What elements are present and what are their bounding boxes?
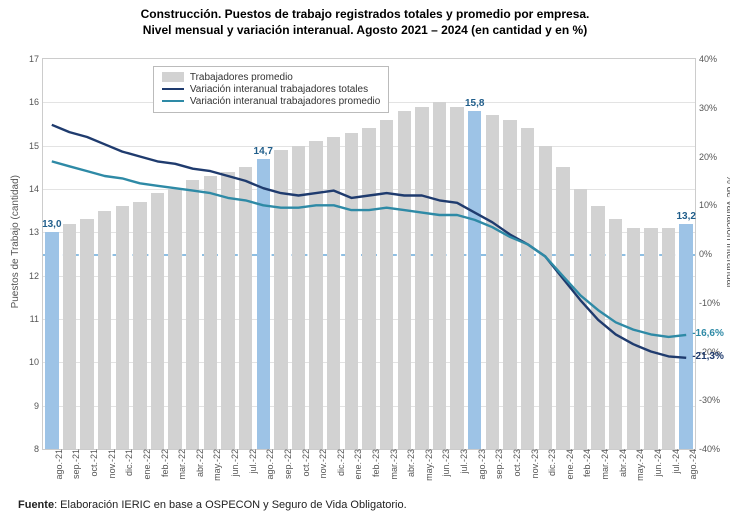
x-tick: dic.-21 — [122, 449, 134, 476]
line-total — [52, 125, 686, 358]
y-left-tick: 15 — [17, 141, 43, 151]
x-tick: ene.-24 — [563, 449, 575, 480]
plot-area: 891011121314151617-40%-30%-20%-10%0%10%2… — [42, 58, 696, 450]
x-tick: ago.-22 — [263, 449, 275, 480]
line-layer — [43, 59, 695, 449]
x-tick: abr.-23 — [404, 449, 416, 477]
x-tick: dic.-23 — [545, 449, 557, 476]
x-tick: sep.-22 — [281, 449, 293, 479]
x-tick: ene.-23 — [351, 449, 363, 480]
y-right-tick: 30% — [695, 103, 729, 113]
bar-callout: 13,2 — [676, 211, 695, 222]
x-tick: feb.-22 — [158, 449, 170, 477]
x-tick: jul.-24 — [669, 449, 681, 474]
y-axis-right-title: % de variación interanual — [724, 175, 730, 287]
x-tick: may.-22 — [210, 449, 222, 481]
x-tick: nov.-23 — [528, 449, 540, 478]
y-right-tick: -40% — [695, 444, 729, 454]
x-tick: mar.-24 — [598, 449, 610, 480]
legend-item: Trabajadores promedio — [162, 72, 380, 83]
x-tick: sep.-21 — [69, 449, 81, 479]
y-left-tick: 11 — [17, 314, 43, 324]
x-tick: ago.-23 — [475, 449, 487, 480]
x-tick: ago.-21 — [52, 449, 64, 480]
y-right-tick: 20% — [695, 152, 729, 162]
x-tick: ago.-24 — [686, 449, 698, 480]
x-tick: may.-24 — [633, 449, 645, 481]
x-tick: abr.-22 — [193, 449, 205, 477]
source-line: Fuente: Elaboración IERIC en base a OSPE… — [18, 499, 407, 511]
x-tick: abr.-24 — [616, 449, 628, 477]
y-right-tick: -30% — [695, 395, 729, 405]
y-right-tick: 40% — [695, 54, 729, 64]
x-tick: jun.-24 — [651, 449, 663, 477]
bar-callout: 14,7 — [254, 146, 273, 157]
x-tick: feb.-23 — [369, 449, 381, 477]
legend-label: Variación interanual trabajadores promed… — [190, 96, 380, 107]
x-tick: jun.-23 — [439, 449, 451, 477]
x-tick: oct.-22 — [299, 449, 311, 477]
source-prefix: Fuente — [18, 499, 54, 511]
x-tick: feb.-24 — [580, 449, 592, 477]
x-tick: ene.-22 — [140, 449, 152, 480]
y-left-tick: 10 — [17, 357, 43, 367]
x-tick: dic.-22 — [334, 449, 346, 476]
x-tick: nov.-21 — [105, 449, 117, 478]
legend-item: Variación interanual trabajadores totale… — [162, 84, 380, 95]
line-end-label: -21,3% — [692, 351, 724, 362]
bar-callout: 13,0 — [42, 219, 61, 230]
y-left-tick: 9 — [17, 401, 43, 411]
x-tick: sep.-23 — [492, 449, 504, 479]
y-right-tick: -10% — [695, 298, 729, 308]
y-left-tick: 8 — [17, 444, 43, 454]
legend-swatch — [162, 96, 184, 106]
legend-label: Trabajadores promedio — [190, 72, 293, 83]
x-tick: jul.-23 — [457, 449, 469, 474]
legend: Trabajadores promedioVariación interanua… — [153, 66, 389, 113]
x-tick: oct.-23 — [510, 449, 522, 477]
x-tick: oct.-21 — [87, 449, 99, 477]
x-tick: nov.-22 — [316, 449, 328, 478]
x-tick: mar.-22 — [175, 449, 187, 480]
legend-label: Variación interanual trabajadores totale… — [190, 84, 368, 95]
source-text: : Elaboración IERIC en base a OSPECON y … — [54, 499, 407, 511]
chart-title: Construcción. Puestos de trabajo registr… — [0, 0, 730, 40]
legend-swatch — [162, 72, 184, 82]
x-tick: jul.-22 — [246, 449, 258, 474]
x-tick: jun.-22 — [228, 449, 240, 477]
y-left-tick: 16 — [17, 97, 43, 107]
x-tick: may.-23 — [422, 449, 434, 481]
legend-item: Variación interanual trabajadores promed… — [162, 96, 380, 107]
bar-callout: 15,8 — [465, 98, 484, 109]
chart-title-line1: Construcción. Puestos de trabajo registr… — [10, 6, 720, 22]
line-end-label: -16,6% — [692, 328, 724, 339]
y-axis-left-title: Puestos de Trabajo (cantidad) — [10, 175, 21, 308]
legend-swatch — [162, 84, 184, 94]
chart-title-line2: Nivel mensual y variación interanual. Ag… — [10, 22, 720, 38]
x-tick: mar.-23 — [387, 449, 399, 480]
y-left-tick: 17 — [17, 54, 43, 64]
